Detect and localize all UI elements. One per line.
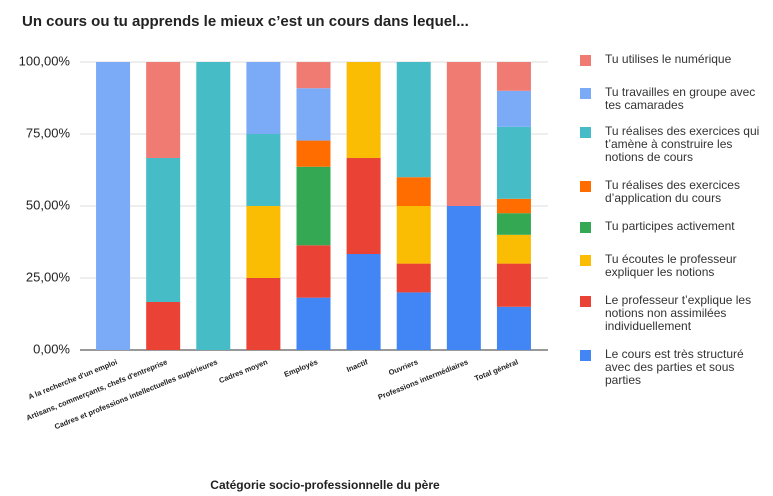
x-tick-group: Professions intermédiaires (377, 357, 470, 401)
x-tick-label: Total général (473, 357, 519, 383)
legend-swatch (580, 296, 591, 307)
legend-label: Le professeur t’explique les notions non… (605, 293, 752, 333)
bar-segment (246, 278, 281, 350)
x-tick-group: Ouvriers (387, 357, 419, 377)
legend-swatch (580, 127, 591, 138)
bar-segment (396, 206, 431, 264)
bar-segment (496, 234, 531, 264)
bar-segment (396, 62, 431, 178)
bar-segment (496, 62, 531, 91)
bar-segment (296, 166, 331, 246)
bar-segment (296, 62, 331, 89)
legend-swatch (580, 350, 591, 361)
bar-segment (246, 62, 281, 134)
bar-segment (246, 134, 281, 206)
bar-segment (496, 126, 531, 199)
bar-segment (496, 213, 531, 235)
x-tick-label: Ouvriers (387, 357, 419, 377)
x-axis-title: Catégorie socio-professionnelle du père (210, 478, 440, 492)
y-tick-label: 25,00% (26, 269, 71, 284)
bar-segment (346, 254, 381, 350)
x-tick-label: Inactif (345, 357, 369, 374)
bar-segment (296, 297, 331, 350)
x-tick-group: Inactif (345, 357, 369, 374)
bar-segment (296, 140, 331, 167)
legend-label: Tu réalises des exercices d’application … (605, 178, 740, 205)
legend-label: Tu travailles en groupe avec tes camarad… (605, 85, 756, 112)
legend-swatch (580, 55, 591, 66)
bar-segment (496, 306, 531, 350)
y-tick-label: 75,00% (26, 125, 71, 140)
bar-segment (496, 90, 531, 127)
bar-segment (146, 157, 181, 302)
x-tick-label: Professions intermédiaires (377, 357, 470, 401)
bar-segment (496, 263, 531, 307)
y-tick-label: 50,00% (26, 197, 71, 212)
bar-segment (146, 301, 181, 350)
x-tick-group: Cadres moyen (218, 357, 270, 385)
bar-segment (396, 177, 431, 206)
legend-label: Le cours est très structuré avec des par… (605, 347, 744, 387)
bar-segment (446, 62, 481, 206)
legend-swatch (580, 255, 591, 266)
bar-segment (396, 263, 431, 293)
bar-segment (146, 62, 181, 158)
x-tick-group: Employés (283, 357, 319, 379)
bar-segment (346, 62, 381, 159)
bar-segment (96, 62, 131, 350)
bar-segment (346, 158, 381, 255)
legend-swatch (580, 222, 591, 233)
legend-label: Tu participes activement (605, 219, 735, 233)
legend-label: Tu réalises des exercices qui t’amène à … (605, 124, 760, 164)
bar-segment (446, 206, 481, 350)
bar-segment (296, 245, 331, 298)
chart-title: Un cours ou tu apprends le mieux c’est u… (22, 13, 469, 30)
legend-label: Tu écoutes le professeur expliquer les n… (605, 252, 737, 279)
x-tick-group: Total général (473, 357, 519, 383)
legend-swatch (580, 181, 591, 192)
bar-segment (496, 198, 531, 214)
y-tick-label: 0,00% (33, 341, 70, 356)
legend-label: Tu utilises le numérique (605, 52, 732, 66)
bar-segment (196, 62, 231, 350)
bar-segment (396, 292, 431, 350)
x-tick-label: Employés (283, 357, 319, 379)
bar-segment (296, 88, 331, 141)
bar-segment (246, 206, 281, 278)
legend-swatch (580, 88, 591, 99)
y-tick-label: 100,00% (19, 53, 71, 68)
x-tick-label: Cadres moyen (218, 357, 270, 385)
